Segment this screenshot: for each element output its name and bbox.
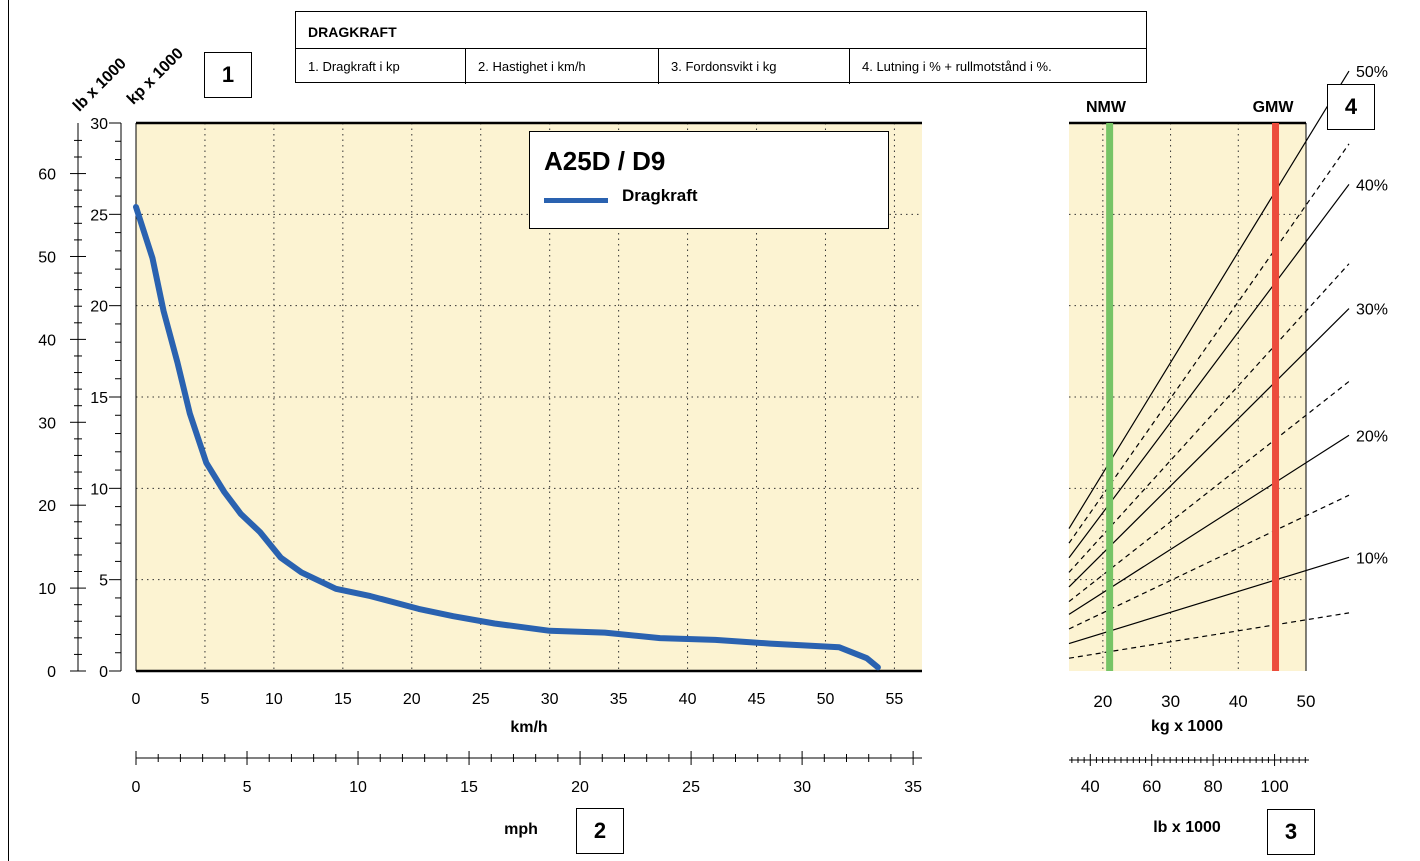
lb-tick-label-0: 0 <box>47 664 56 681</box>
grade-label-20pct: 20% <box>1356 428 1388 445</box>
grade-line-30pct <box>1068 308 1350 588</box>
header-item-grade: 4. Lutning i % + rullmotstånd i %. <box>862 59 1052 74</box>
legend-title: A25D / D9 <box>544 146 666 176</box>
grade-label-10pct: 10% <box>1356 550 1388 567</box>
lb-weight-tick-label-2: 80 <box>1204 777 1223 796</box>
grade-line-40pct <box>1068 184 1350 559</box>
header-item-force: 1. Dragkraft i kp <box>296 49 466 84</box>
lb-tick-label-1: 10 <box>38 581 56 598</box>
x-tick-label-2: 10 <box>265 691 283 708</box>
grade-label-40pct: 40% <box>1356 177 1388 194</box>
legend: A25D / D9 Dragkraft <box>529 131 889 229</box>
grade-line-5pct <box>1068 612 1350 659</box>
left-frame-line <box>8 0 9 861</box>
x-tick-label-4: 20 <box>403 691 421 708</box>
header-title: DRAGKRAFT <box>308 24 397 40</box>
box-1: 1 <box>204 52 252 98</box>
kp-tick-label-6: 30 <box>90 116 108 133</box>
lb-tick-label-6: 60 <box>38 167 56 184</box>
x-tick-label-8: 40 <box>679 691 697 708</box>
nmw-label: NMW <box>1086 99 1127 116</box>
lb-weight-tick-label-3: 100 <box>1260 777 1288 796</box>
grade-line-10pct <box>1068 556 1350 645</box>
lb-tick-label-2: 20 <box>38 498 56 515</box>
kg-tick-label-0: 20 <box>1093 692 1112 711</box>
box-3: 3 <box>1267 809 1315 855</box>
box-2: 2 <box>576 808 624 854</box>
grade-line-45pct <box>1068 143 1350 544</box>
x-tick-label-10: 50 <box>817 691 835 708</box>
kp-tick-label-4: 20 <box>90 299 108 316</box>
mph-tick-label-1: 5 <box>243 779 252 796</box>
grade-label-30pct: 30% <box>1356 302 1388 319</box>
gmw-label: GMW <box>1253 99 1295 116</box>
box-4: 4 <box>1327 84 1375 130</box>
mph-tick-label-7: 35 <box>904 779 922 796</box>
kp-tick-label-3: 15 <box>90 390 108 407</box>
x-tick-label-11: 55 <box>886 691 904 708</box>
x-tick-label-5: 25 <box>472 691 490 708</box>
mph-tick-label-6: 30 <box>793 779 811 796</box>
legend-series-label: Dragkraft <box>622 186 698 205</box>
lb-weight-tick-label-0: 40 <box>1081 777 1100 796</box>
kp-tick-label-1: 5 <box>99 573 108 590</box>
mph-tick-label-0: 0 <box>132 779 141 796</box>
lb-weight-tick-label-1: 60 <box>1142 777 1161 796</box>
mph-tick-label-2: 10 <box>349 779 367 796</box>
x-axis-title-kg: kg x 1000 <box>1151 718 1223 735</box>
kg-tick-label-1: 30 <box>1161 692 1180 711</box>
grade-line-20pct <box>1068 434 1350 615</box>
header-table: DRAGKRAFT 1. Dragkraft i kp 2. Hastighet… <box>295 11 1147 84</box>
x-tick-label-1: 5 <box>200 691 209 708</box>
header-columns: 1. Dragkraft i kp 2. Hastighet i km/h 3.… <box>296 48 1146 84</box>
kp-tick-label-2: 10 <box>90 481 108 498</box>
grade-line-35pct <box>1068 263 1350 573</box>
x-tick-label-7: 35 <box>610 691 628 708</box>
mph-tick-label-5: 25 <box>682 779 700 796</box>
kg-tick-label-3: 50 <box>1297 692 1316 711</box>
mph-tick-label-4: 20 <box>571 779 589 796</box>
kp-tick-label-0: 0 <box>99 664 108 681</box>
grade-line-50pct <box>1068 70 1350 529</box>
lb-tick-label-3: 30 <box>38 415 56 432</box>
mph-tick-label-3: 15 <box>460 779 478 796</box>
kg-tick-label-2: 40 <box>1229 692 1248 711</box>
lb-tick-label-5: 50 <box>38 249 56 266</box>
x-axis-title-mph: mph <box>504 821 538 838</box>
weight-plot-background <box>1069 123 1306 671</box>
header-item-speed: 2. Hastighet i km/h <box>466 49 659 84</box>
x-tick-label-6: 30 <box>541 691 559 708</box>
x-axis-title-kmh: km/h <box>510 719 547 736</box>
lb-tick-label-4: 40 <box>38 332 56 349</box>
x-axis-title-lb-weight: lb x 1000 <box>1153 819 1221 836</box>
grade-line-15pct <box>1068 494 1350 630</box>
legend-swatch <box>544 198 608 203</box>
grade-label-50pct: 50% <box>1356 64 1388 81</box>
header-item-weight: 3. Fordonsvikt i kg <box>659 49 850 84</box>
x-tick-label-9: 45 <box>748 691 766 708</box>
x-tick-label-0: 0 <box>132 691 141 708</box>
dragkraft-series-line <box>133 204 881 671</box>
x-tick-label-3: 15 <box>334 691 352 708</box>
kp-tick-label-5: 25 <box>90 207 108 224</box>
